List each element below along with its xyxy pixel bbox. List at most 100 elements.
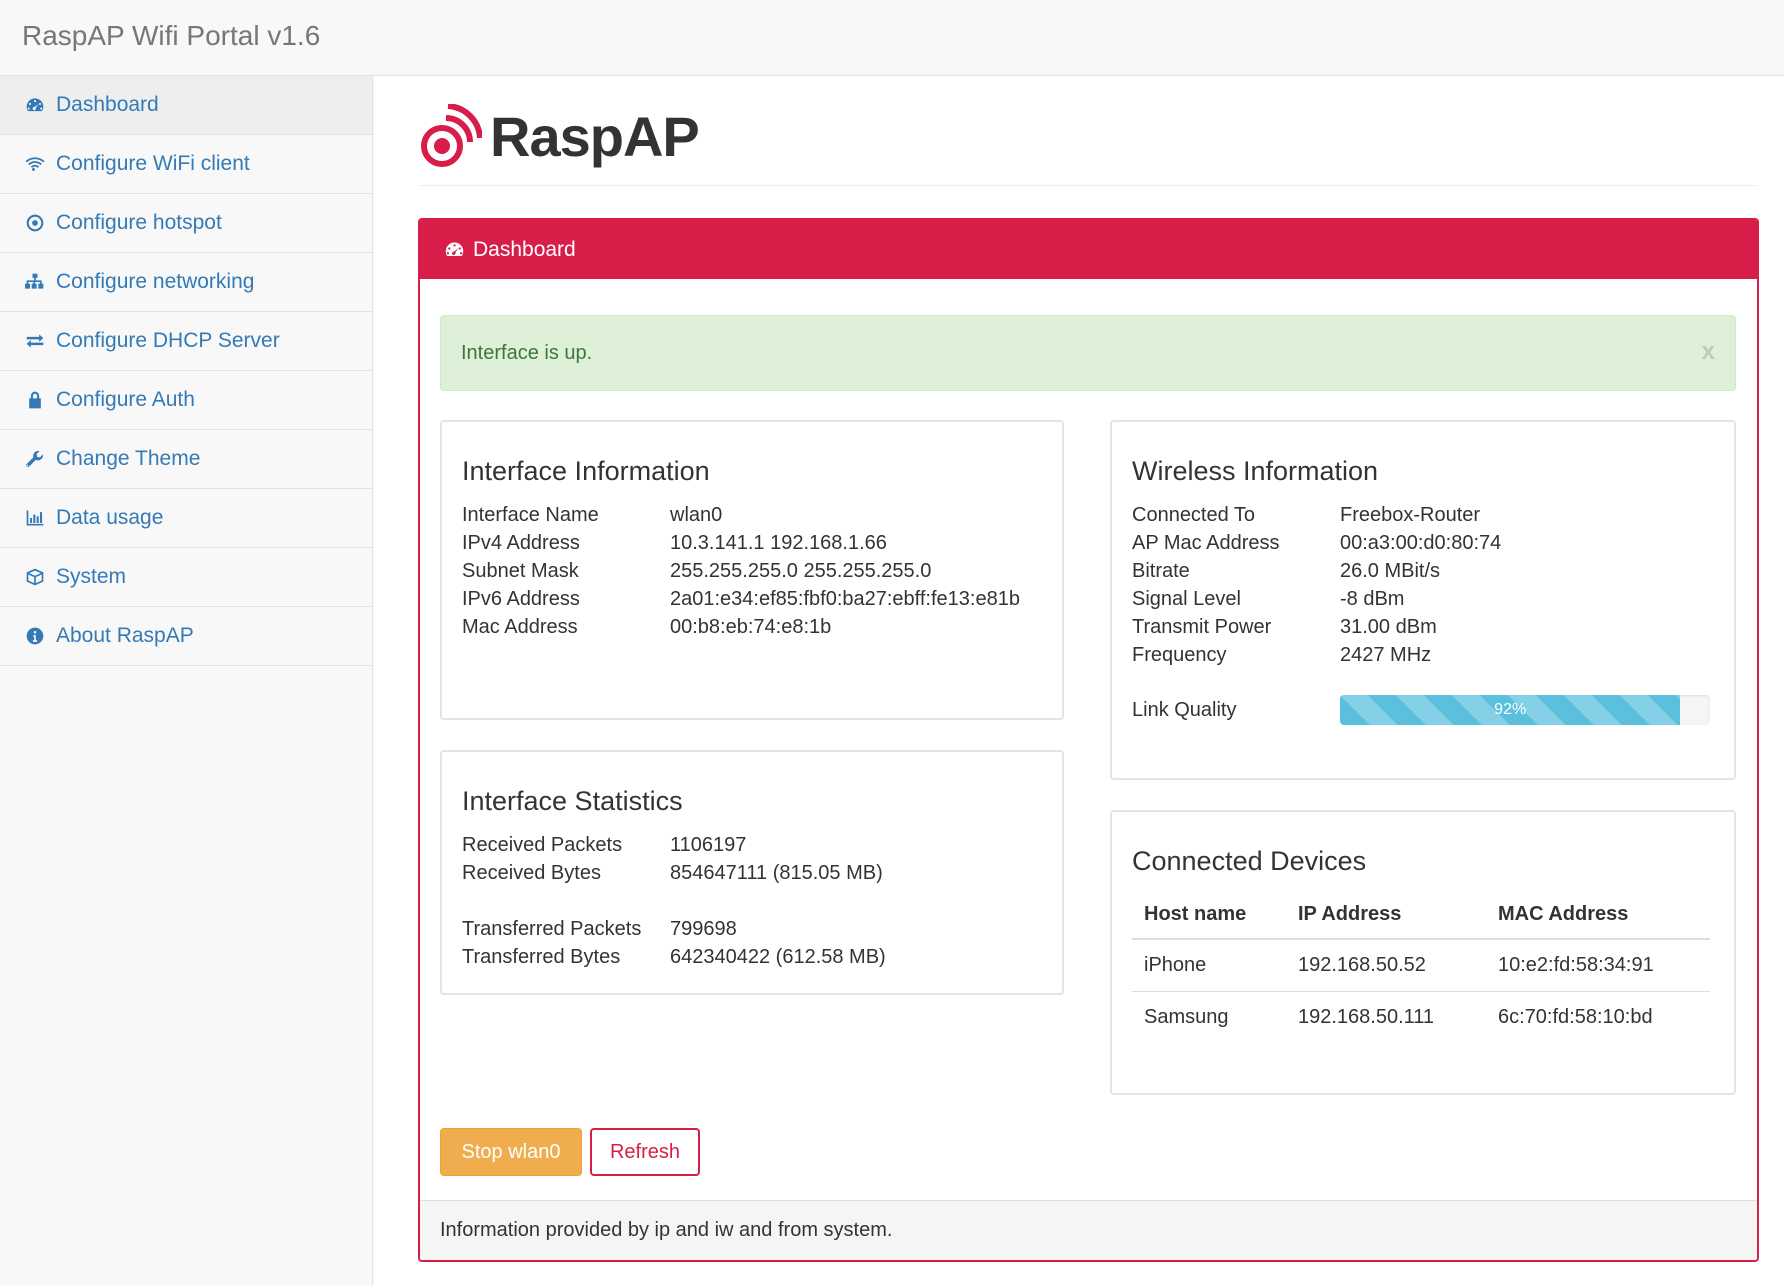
sidebar-item-hotspot[interactable]: Configure hotspot: [0, 194, 372, 253]
status-alert: Interface is up. x: [440, 315, 1736, 391]
stat-label: Received Bytes: [462, 862, 601, 884]
column-header-hostname: Host name: [1132, 891, 1286, 940]
page-header: RaspAP: [418, 104, 1758, 186]
main-content: RaspAP Dashboard Interface is up. x Inte…: [374, 76, 1784, 1285]
sidebar-item-label: Dashboard: [56, 93, 159, 116]
dashboard-panel: Dashboard Interface is up. x Interface I…: [418, 218, 1759, 1262]
sidebar-item-label: Configure hotspot: [56, 211, 222, 234]
stat-row: Transferred Packets 799698: [442, 915, 1062, 943]
link-quality-bar: 92%: [1340, 695, 1681, 725]
table-cell: Samsung: [1132, 991, 1286, 1043]
refresh-button[interactable]: Refresh: [590, 1128, 700, 1176]
info-label: IPv6 Address: [462, 588, 580, 610]
stat-label: Received Packets: [462, 834, 623, 856]
table-row: iPhone 192.168.50.52 10:e2:fd:58:34:91: [1132, 938, 1710, 992]
sidebar-item-label: About RaspAP: [56, 624, 194, 647]
wireless-label: AP Mac Address: [1132, 532, 1280, 554]
table-row: Samsung 192.168.50.111 6c:70:fd:58:10:bd: [1132, 991, 1710, 1043]
dashboard-icon: [445, 242, 464, 256]
panel-heading: Dashboard: [420, 220, 1757, 279]
connected-devices-card: Connected Devices Host name IP Address M…: [1110, 810, 1736, 1095]
raspap-logo-icon: [421, 104, 482, 167]
interface-statistics-card: Interface Statistics Received Packets 110…: [440, 750, 1064, 995]
sidebar-item-networking[interactable]: Configure networking: [0, 253, 372, 312]
stat-row: Received Bytes 854647111 (815.05 MB): [442, 859, 1062, 887]
info-label: IPv4 Address: [462, 532, 580, 554]
sidebar-item-label: Configure WiFi client: [56, 152, 250, 175]
sidebar-item-system[interactable]: System: [0, 548, 372, 607]
stat-value: 799698: [670, 918, 737, 940]
wireless-value: -8 dBm: [1340, 588, 1405, 610]
wireless-label: Transmit Power: [1132, 616, 1272, 638]
sidebar-item-dhcp[interactable]: Configure DHCP Server: [0, 312, 372, 371]
info-value: 00:b8:eb:74:e8:1b: [670, 616, 832, 638]
wifi-icon: [24, 153, 46, 175]
stat-label: Transferred Packets: [462, 918, 642, 940]
sidebar-item-wifi-client[interactable]: Configure WiFi client: [0, 135, 372, 194]
sidebar-item-label: System: [56, 565, 127, 588]
wireless-row: Transmit Power 31.00 dBm: [1112, 613, 1734, 641]
card-title: Connected Devices: [1132, 846, 1367, 876]
sidebar-item-dashboard[interactable]: Dashboard: [0, 76, 372, 135]
bar-chart-icon: [24, 507, 46, 529]
table-cell: 192.168.50.111: [1286, 991, 1486, 1043]
wireless-row: Signal Level -8 dBm: [1112, 585, 1734, 613]
wireless-row: Connected To Freebox-Router: [1112, 501, 1734, 529]
wireless-information-card: Wireless Information Connected To Freebox…: [1110, 420, 1736, 780]
stop-interface-button[interactable]: Stop wlan0: [440, 1128, 582, 1176]
info-row: Mac Address 00:b8:eb:74:e8:1b: [442, 613, 1062, 641]
link-quality-label: Link Quality: [1132, 698, 1237, 721]
lock-icon: [24, 389, 46, 411]
interface-information-card: Interface Information Interface Name wlan…: [440, 420, 1064, 720]
stat-value: 642340422 (612.58 MB): [670, 946, 886, 968]
link-quality-value: 92%: [1494, 701, 1527, 718]
stat-row: Received Packets 1106197: [442, 831, 1062, 859]
card-title: Interface Information: [462, 456, 710, 486]
alert-close-button[interactable]: x: [1701, 338, 1715, 365]
stat-label: Transferred Bytes: [462, 946, 621, 968]
table-cell: iPhone: [1132, 938, 1286, 992]
info-value: wlan0: [670, 504, 723, 526]
sidebar-item-about[interactable]: About RaspAP: [0, 607, 372, 666]
top-navbar: RaspAP Wifi Portal v1.6: [0, 0, 1784, 76]
info-row: IPv4 Address 10.3.141.1 192.168.1.66: [442, 529, 1062, 557]
stat-value: 854647111 (815.05 MB): [670, 862, 883, 884]
wireless-value: 26.0 MBit/s: [1340, 560, 1441, 582]
info-value: 10.3.141.1 192.168.1.66: [670, 532, 887, 554]
wireless-value: 00:a3:00:d0:80:74: [1340, 532, 1502, 554]
wireless-value: 2427 MHz: [1340, 644, 1432, 666]
table-cell: 10:e2:fd:58:34:91: [1486, 938, 1710, 992]
wireless-value: Freebox-Router: [1340, 504, 1481, 526]
alert-text: Interface is up.: [461, 341, 593, 364]
info-circle-icon: [24, 625, 46, 647]
wireless-row: AP Mac Address 00:a3:00:d0:80:74: [1112, 529, 1734, 557]
sidebar-item-label: Change Theme: [56, 447, 201, 470]
panel-footer: Information provided by ip and iw and fr…: [420, 1200, 1757, 1260]
sidebar-item-label: Configure DHCP Server: [56, 329, 280, 352]
info-label: Mac Address: [462, 616, 578, 638]
exchange-icon: [24, 330, 46, 352]
wireless-label: Connected To: [1132, 504, 1256, 526]
card-title: Wireless Information: [1132, 456, 1379, 486]
sidebar-item-theme[interactable]: Change Theme: [0, 430, 372, 489]
sidebar-item-auth[interactable]: Configure Auth: [0, 371, 372, 430]
wireless-row: Frequency 2427 MHz: [1112, 641, 1734, 669]
devices-table: Host name IP Address MAC Address iPhone …: [1132, 891, 1710, 1043]
sitemap-icon: [24, 271, 46, 293]
sidebar-item-label: Configure Auth: [56, 388, 195, 411]
wireless-value: 31.00 dBm: [1340, 616, 1437, 638]
info-row: Subnet Mask 255.255.255.0 255.255.255.0: [442, 557, 1062, 585]
wrench-icon: [24, 448, 46, 470]
brand-title[interactable]: RaspAP Wifi Portal v1.6: [22, 20, 321, 51]
stat-value: 1106197: [670, 834, 747, 856]
card-title: Interface Statistics: [462, 786, 683, 816]
wireless-label: Signal Level: [1132, 588, 1241, 610]
info-row: Interface Name wlan0: [442, 501, 1062, 529]
footer-text: Information provided by ip and iw and fr…: [440, 1219, 893, 1241]
info-label: Interface Name: [462, 504, 599, 526]
info-value: 2a01:e34:ef85:fbf0:ba27:ebff:fe13:e81b: [670, 588, 1020, 610]
column-header-ip: IP Address: [1286, 891, 1486, 940]
column-header-mac: MAC Address: [1486, 891, 1710, 940]
sidebar-item-data-usage[interactable]: Data usage: [0, 489, 372, 548]
table-header-row: Host name IP Address MAC Address: [1132, 891, 1710, 940]
